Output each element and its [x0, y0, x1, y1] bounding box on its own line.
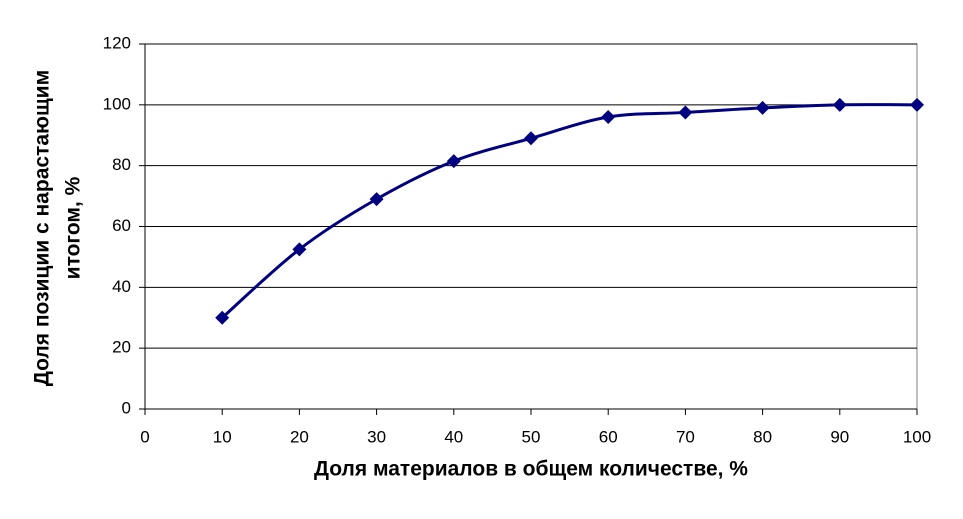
y-tick-label: 120 [103, 33, 131, 52]
x-tick-label: 20 [290, 427, 309, 446]
marker [678, 105, 693, 120]
x-axis-title: Доля материалов в общем количестве, % [314, 458, 748, 481]
marker [755, 100, 770, 115]
y-axis-title-line: Доля позиции с нарастающим [31, 70, 54, 386]
y-tick-label: 20 [112, 338, 131, 357]
y-tick-label: 0 [122, 398, 131, 417]
x-tick-label: 50 [522, 427, 541, 446]
x-tick-label: 80 [753, 427, 772, 446]
y-tick-label: 60 [112, 216, 131, 235]
x-tick-label: 60 [599, 427, 618, 446]
marker [910, 97, 924, 112]
y-tick-label: 40 [112, 277, 131, 296]
y-tick-label: 100 [103, 94, 131, 113]
marker [601, 110, 616, 124]
x-tick-label: 100 [903, 427, 931, 446]
x-tick-label: 40 [444, 427, 463, 446]
y-axis-title: Доля позиции с нарастающим итогом, % [31, 70, 85, 386]
x-tick-label: 10 [213, 427, 232, 446]
x-tick-label: 70 [676, 427, 695, 446]
y-tick-label: 80 [112, 155, 131, 174]
marker [524, 131, 538, 146]
marker [369, 192, 384, 207]
x-tick-label: 30 [367, 427, 386, 446]
marker [292, 242, 307, 257]
x-tick-label: 0 [140, 427, 149, 446]
y-axis-title-line: итогом, % [62, 176, 85, 279]
marker [832, 97, 847, 112]
data-line [221, 103, 918, 319]
marker [446, 154, 461, 169]
x-tick-label: 90 [830, 427, 849, 446]
marker [215, 310, 230, 325]
